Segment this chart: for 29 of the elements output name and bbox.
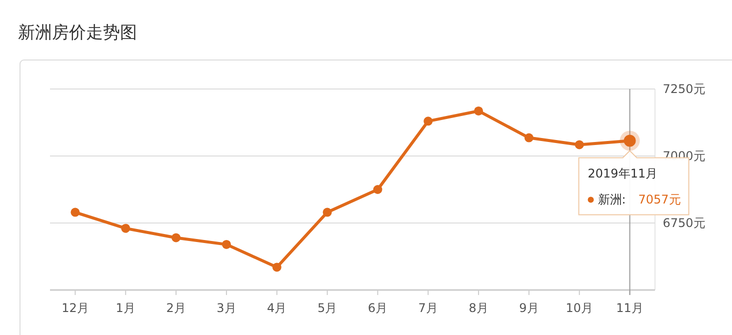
x-tick-label: 6月 [368, 301, 388, 315]
x-tick-label: 1月 [116, 301, 136, 315]
chart-title: 新洲房价走势图 [18, 23, 137, 43]
x-tick-label: 7月 [418, 301, 438, 315]
point [222, 240, 231, 249]
point [172, 233, 181, 242]
x-tick-label: 9月 [519, 301, 539, 315]
x-tick-label: 3月 [216, 301, 236, 315]
x-tick-label: 2月 [166, 301, 186, 315]
x-tick-label: 8月 [468, 301, 488, 315]
x-tick-label: 12月 [62, 301, 89, 315]
annotation: 新洲: [598, 192, 626, 207]
y-tick-label: 6750元 [662, 216, 706, 230]
point [474, 106, 484, 116]
x-tick-label: 11月 [616, 301, 644, 315]
x-tick-label: 10月 [566, 301, 594, 315]
point [70, 208, 80, 217]
point [373, 185, 382, 194]
point [574, 140, 584, 150]
x-tick-label: 4月 [267, 301, 287, 315]
y-tick-label: 7250元 [662, 82, 706, 96]
point [121, 224, 130, 233]
point [524, 133, 534, 142]
annotation: 7057元 [638, 192, 681, 207]
x-tick-label: 5月 [317, 301, 338, 315]
point [272, 262, 282, 272]
annotation: 2019年11月 [588, 166, 658, 181]
point [322, 208, 332, 217]
point [424, 116, 433, 126]
